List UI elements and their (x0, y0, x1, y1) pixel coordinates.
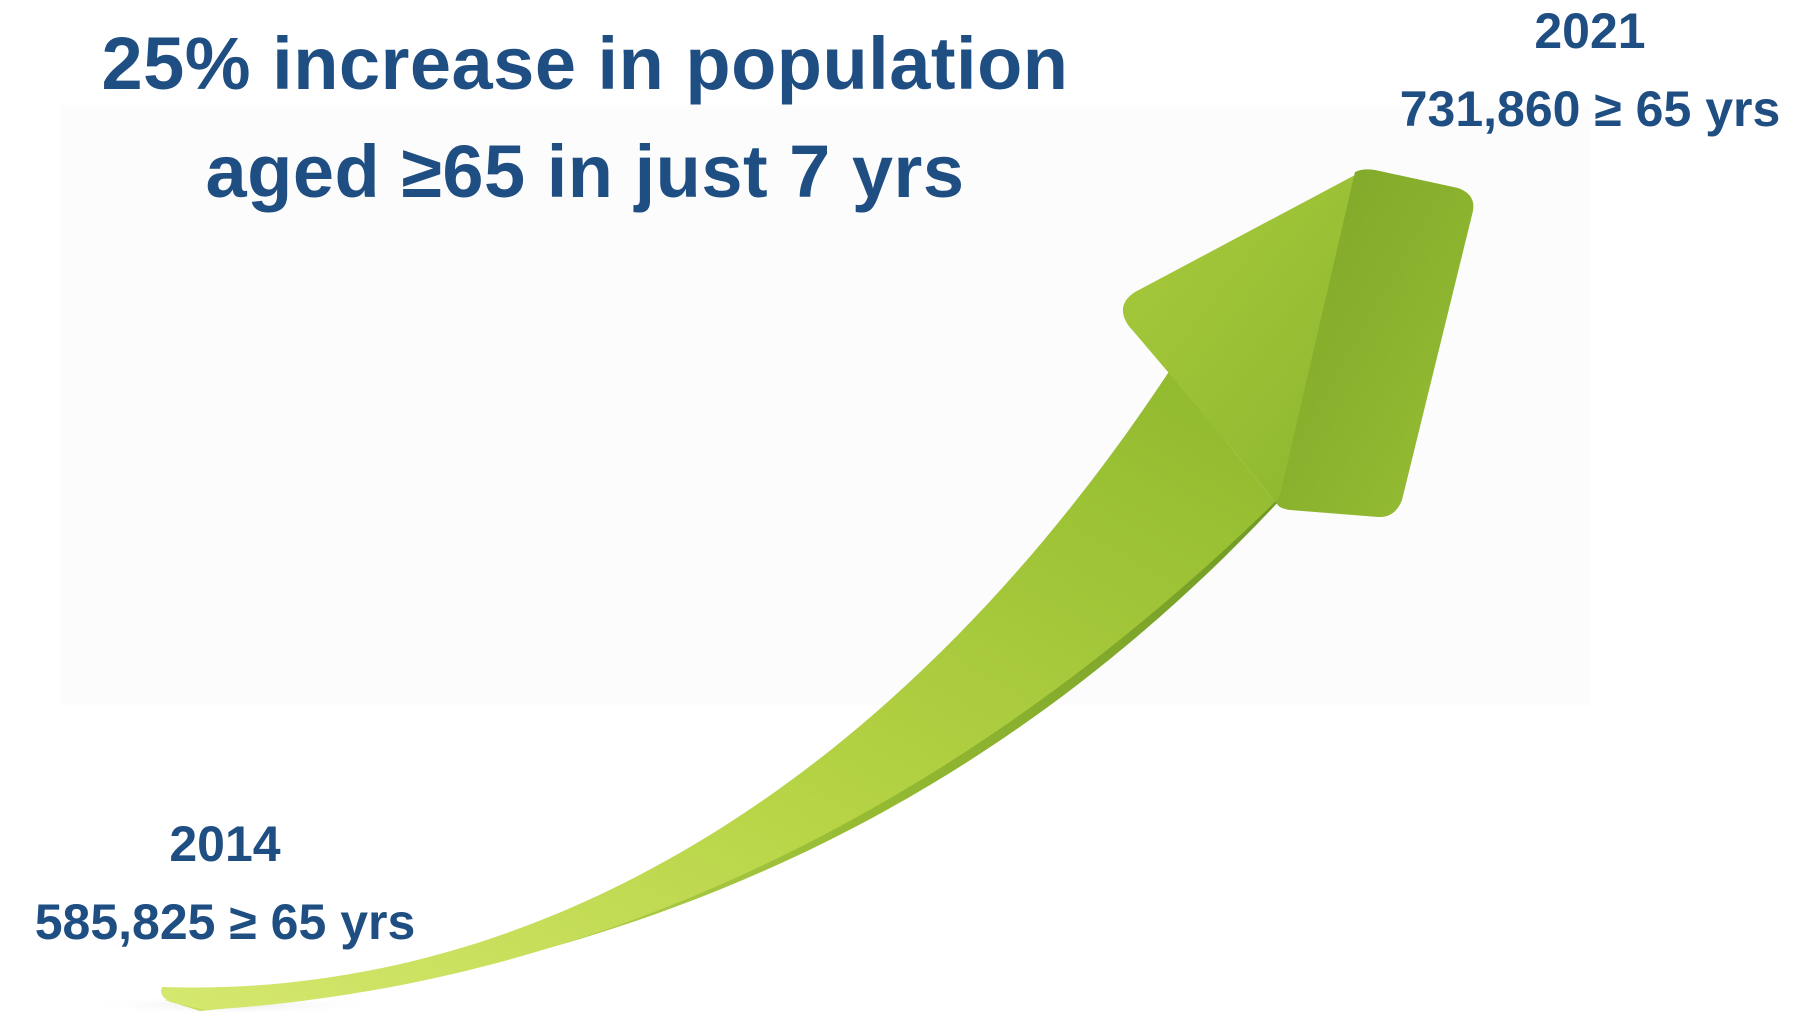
endpoint-2014: 2014 585,825 ≥ 65 yrs (0, 805, 450, 961)
endpoint-2021-year: 2021 (1534, 3, 1646, 59)
arrow-shaft-front (161, 370, 1275, 1010)
headline: 25% increase in population aged ≥65 in j… (20, 10, 1150, 226)
arrow-head-front (1122, 170, 1380, 505)
endpoint-2021: 2021 731,860 ≥ 65 yrs (1370, 0, 1810, 148)
endpoint-2014-value: 585,825 ≥ 65 yrs (34, 894, 416, 950)
headline-line-1: 25% increase in population (101, 22, 1069, 105)
arrow-head-side (1276, 169, 1474, 518)
endpoint-2014-year: 2014 (169, 816, 281, 872)
headline-line-2: aged ≥65 in just 7 yrs (205, 130, 965, 213)
endpoint-2021-value: 731,860 ≥ 65 yrs (1399, 81, 1781, 137)
